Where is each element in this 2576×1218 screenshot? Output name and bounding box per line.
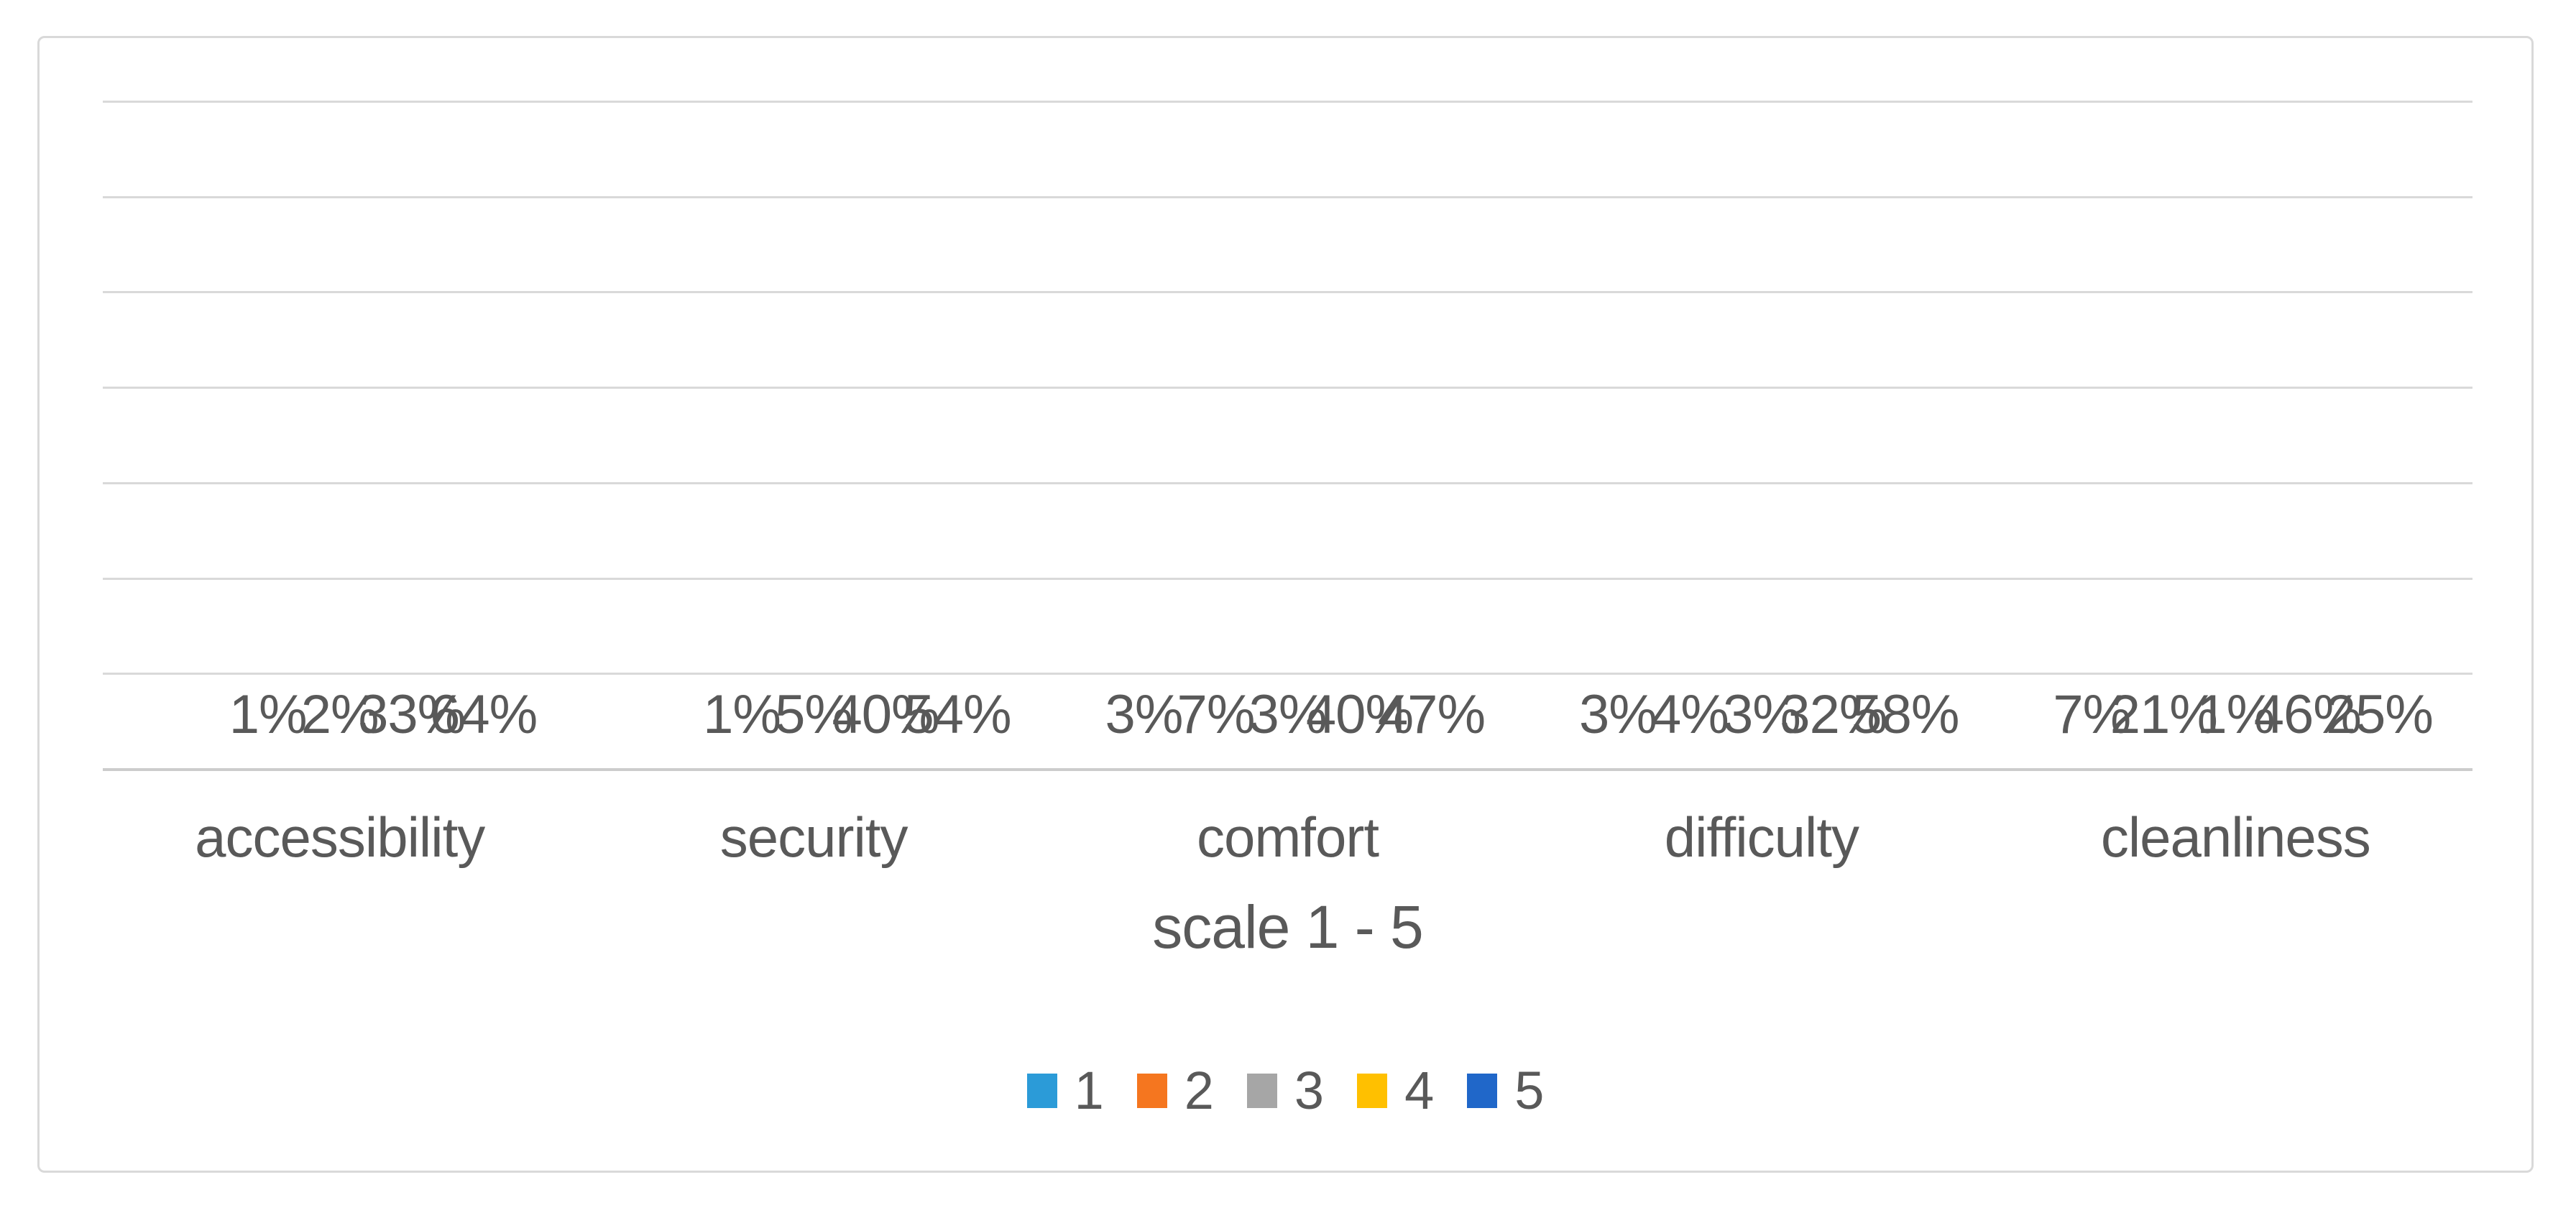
legend-item-2: 2 xyxy=(1136,1061,1214,1120)
data-label-cleanliness-rating-2: 21% xyxy=(2110,684,2218,745)
data-label-accessibility-rating-5: 64% xyxy=(430,684,538,745)
x-axis-title: scale 1 - 5 xyxy=(1152,893,1424,961)
bar-group-accessibility: 1% 2% 33% 64% xyxy=(103,102,576,770)
data-label-accessibility-rating-4: 33% xyxy=(358,684,466,745)
data-label-difficulty-rating-1: 3% xyxy=(1578,684,1657,745)
bar-group-difficulty: 3% 4% 3% 32% 58% xyxy=(1524,102,1998,770)
data-label-security-rating-4: 40% xyxy=(832,684,940,745)
legend-item-1: 1 xyxy=(1026,1061,1104,1120)
data-label-accessibility-rating-3: 2% xyxy=(300,684,380,745)
bar-group-security: 1% 5% 40% 54% xyxy=(576,102,1050,770)
data-label-comfort-rating-1: 3% xyxy=(1105,684,1184,745)
legend-swatch-icon xyxy=(1026,1074,1057,1108)
data-label-security-rating-2: 1% xyxy=(703,684,781,745)
data-label-comfort-rating-5: 47% xyxy=(1377,684,1486,745)
x-axis-label-cleanliness: cleanliness xyxy=(2100,806,2371,869)
legend-swatch-icon xyxy=(1357,1074,1388,1108)
data-label-difficulty-rating-3: 3% xyxy=(1722,684,1801,745)
data-label-cleanliness-rating-4: 46% xyxy=(2253,684,2362,745)
x-axis-line xyxy=(103,768,2472,771)
gridline-10 xyxy=(103,673,2472,675)
gridline-60 xyxy=(103,195,2472,198)
legend-label-1: 1 xyxy=(1074,1061,1104,1120)
x-axis-label-security: security xyxy=(719,806,908,869)
plot-area: 1% 2% 33% 64% 1% 5% 40% 54% 3% 7% 3% 40% 47% 3% 4% 3% 32… xyxy=(103,101,2472,771)
data-label-difficulty-rating-2: 4% xyxy=(1650,684,1729,745)
data-label-security-rating-3: 5% xyxy=(775,684,853,745)
legend-item-4: 4 xyxy=(1357,1064,1434,1117)
data-label-difficulty-rating-4: 32% xyxy=(1780,684,1887,745)
legend-swatch-icon xyxy=(1246,1074,1277,1108)
legend: 1 2 3 4 5 xyxy=(40,1064,2531,1117)
gridline-40 xyxy=(103,387,2472,389)
legend-swatch-icon xyxy=(1467,1074,1498,1108)
legend-label-2: 2 xyxy=(1184,1061,1214,1120)
data-label-cleanliness-rating-1: 7% xyxy=(2053,684,2131,745)
legend-item-5: 5 xyxy=(1467,1064,1544,1117)
x-axis-label-comfort: comfort xyxy=(1196,806,1379,869)
bar-group-comfort: 3% 7% 3% 40% 47% xyxy=(1051,102,1524,770)
data-label-cleanliness-rating-3: 1% xyxy=(2196,684,2275,745)
gridline-20 xyxy=(103,577,2472,580)
bar-group-cleanliness: 7% 21% 1% 46% 25% xyxy=(1999,102,2472,770)
legend-label-5: 5 xyxy=(1514,1061,1545,1120)
data-label-cleanliness-rating-5: 25% xyxy=(2325,684,2434,745)
legend-swatch-icon xyxy=(1136,1074,1167,1108)
data-label-accessibility-rating-2: 1% xyxy=(229,684,308,745)
data-label-comfort-rating-3: 3% xyxy=(1248,684,1328,745)
chart-frame: 1% 2% 33% 64% 1% 5% 40% 54% 3% 7% 3% 40% 47% 3% 4% 3% 32… xyxy=(37,36,2534,1173)
gridline-30 xyxy=(103,481,2472,484)
x-axis-labels: accessibility security comfort difficulty cl… xyxy=(103,809,2472,865)
data-label-difficulty-rating-5: 58% xyxy=(1852,684,1959,745)
gridline-50 xyxy=(103,291,2472,294)
x-axis-label-difficulty: difficulty xyxy=(1664,806,1859,869)
data-label-comfort-rating-2: 7% xyxy=(1177,684,1256,745)
legend-item-3: 3 xyxy=(1246,1061,1325,1120)
gridline-70 xyxy=(103,101,2472,103)
legend-label-3: 3 xyxy=(1294,1061,1325,1120)
data-label-security-rating-5: 54% xyxy=(903,684,1012,745)
bar-groups: 1% 2% 33% 64% 1% 5% 40% 54% 3% 7% 3% 40% 47% 3% 4% 3% 32… xyxy=(103,102,2472,770)
data-label-comfort-rating-4: 40% xyxy=(1305,684,1414,745)
x-axis-label-accessibility: accessibility xyxy=(195,806,485,869)
legend-label-4: 4 xyxy=(1404,1061,1435,1120)
